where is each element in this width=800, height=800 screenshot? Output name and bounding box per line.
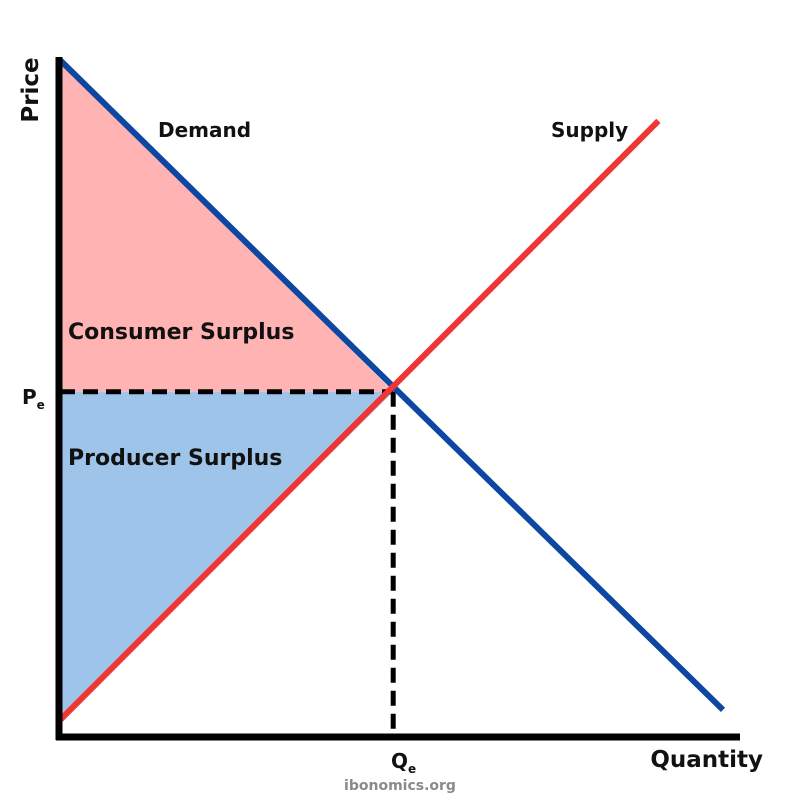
y-axis-title: Price bbox=[18, 57, 44, 122]
demand-label: Demand bbox=[158, 118, 251, 142]
supply-label: Supply bbox=[551, 118, 628, 142]
qe-tick-label: Qe bbox=[391, 749, 416, 776]
consumer-surplus-label: Consumer Surplus bbox=[68, 320, 294, 345]
source-credit: ibonomics.org bbox=[344, 778, 456, 794]
x-axis-title: Quantity bbox=[650, 747, 763, 773]
producer-surplus-label: Producer Surplus bbox=[68, 446, 282, 471]
supply-curve bbox=[57, 118, 661, 723]
pe-tick-label: Pe bbox=[22, 385, 45, 412]
